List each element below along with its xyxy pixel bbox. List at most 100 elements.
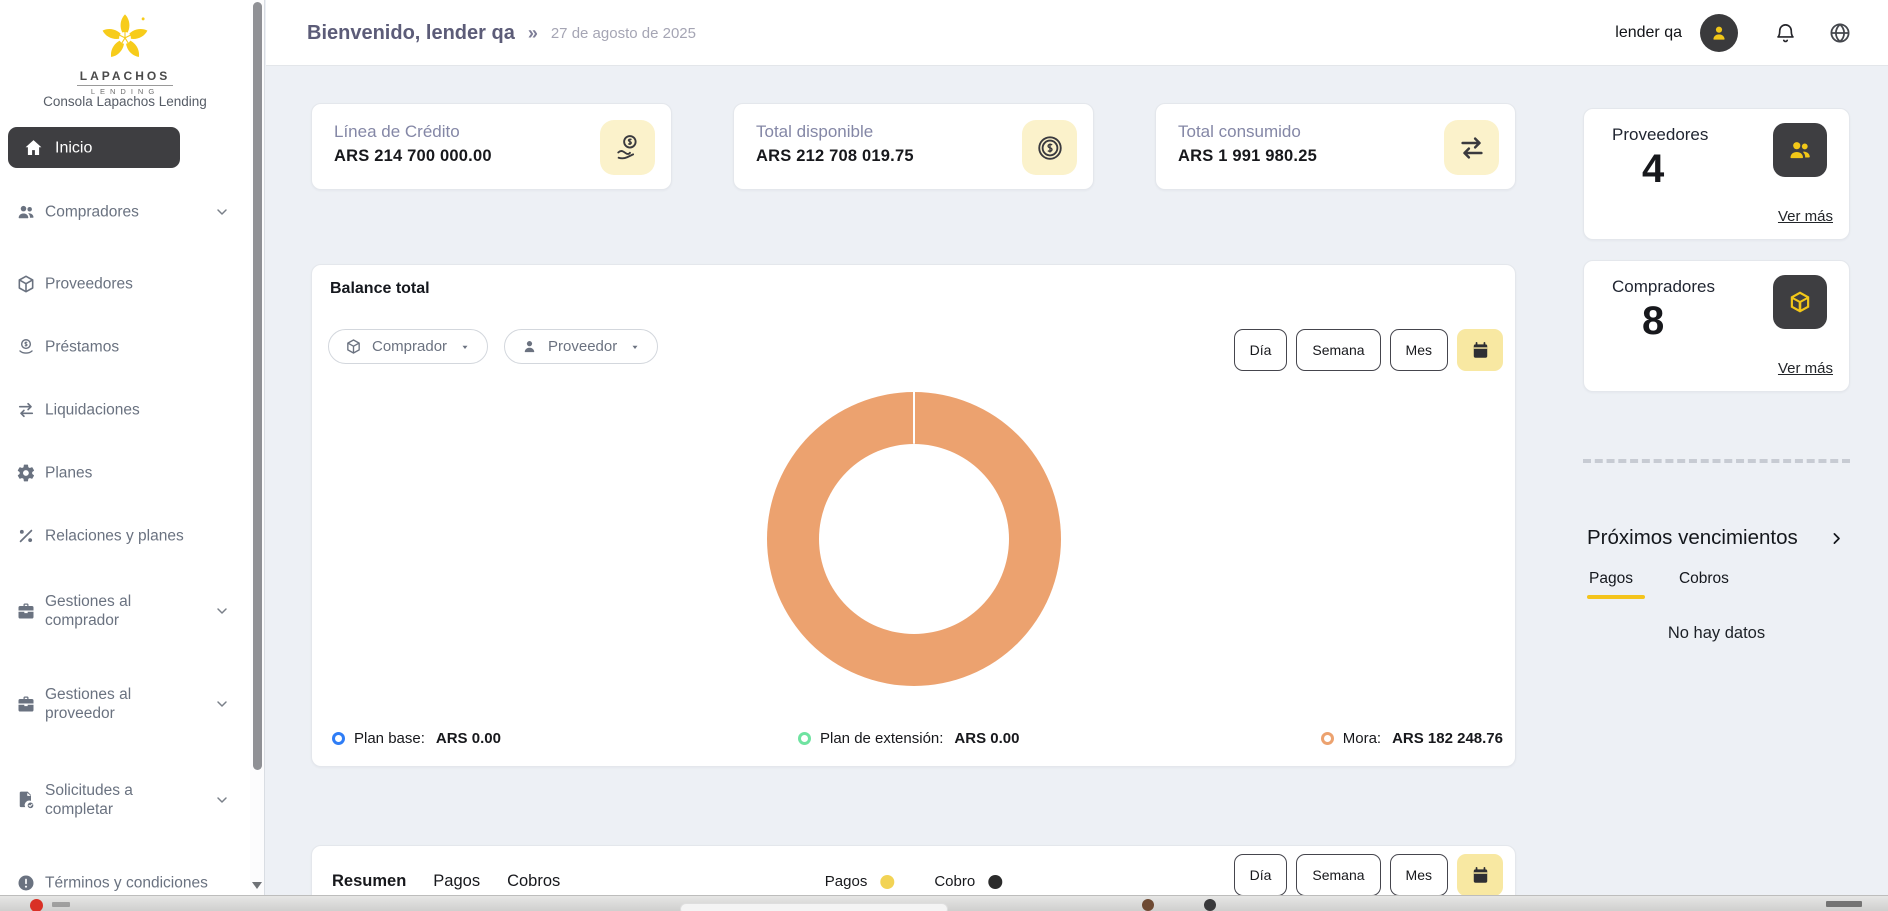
taskbar: [0, 895, 1888, 911]
scrollbar-thumb[interactable]: [253, 2, 262, 770]
tab-pagos[interactable]: Pagos: [433, 872, 481, 890]
sidebar-item-label: Préstamos: [45, 338, 120, 355]
balance-period-buttons: Día Semana Mes: [1233, 329, 1503, 371]
calendar-button[interactable]: [1457, 329, 1503, 371]
summary-period-buttons: Día Semana Mes: [1233, 854, 1503, 896]
legend-plan-base: Plan base: ARS 0.00: [332, 730, 501, 747]
sidebar-item-compradores[interactable]: Compradores: [8, 191, 238, 232]
period-button-2[interactable]: Mes: [1389, 854, 1448, 896]
stat-label: Total disponible: [756, 122, 874, 141]
legend-label-cobro: Cobro: [934, 873, 976, 890]
proximos-vencimientos-header[interactable]: Próximos vencimientos: [1587, 526, 1845, 550]
period-button-0[interactable]: Día: [1233, 329, 1288, 371]
period-button-1[interactable]: Semana: [1296, 854, 1381, 896]
tab-cobros-vencimientos[interactable]: Cobros: [1678, 570, 1729, 587]
user-name: lender qa: [1615, 24, 1682, 41]
sidebar-item-planes[interactable]: Planes: [8, 452, 238, 493]
stat-iconbox: [1022, 120, 1077, 175]
person-icon: [521, 338, 538, 355]
sidebar-item-label: Planes: [45, 464, 93, 481]
tab-resumen[interactable]: Resumen: [332, 872, 407, 890]
legend-dot-green: [798, 732, 811, 745]
stat-iconbox: [1444, 120, 1499, 175]
sidebar-item-label: Gestiones al comprador: [45, 593, 132, 629]
sidebar-item-label: Términos y condiciones: [45, 874, 208, 891]
users-icon: [1787, 137, 1813, 163]
chevron-right-icon: [1828, 530, 1845, 547]
globe-icon[interactable]: [1828, 21, 1852, 45]
coins-icon: [16, 337, 36, 357]
logo-wordmark: LAPACHOS: [79, 69, 171, 83]
coin-icon: [1035, 133, 1065, 163]
section-title: Próximos vencimientos: [1587, 526, 1798, 549]
proveedores-count: 4: [1642, 147, 1665, 191]
card-iconbox: [1773, 123, 1827, 177]
taskbar-app-icon[interactable]: [1142, 899, 1154, 911]
sidebar-item-label: Inicio: [55, 139, 93, 156]
stat-card-total-disponible: Total disponible ARS 212 708 019.75: [733, 103, 1094, 190]
calendar-button[interactable]: [1457, 854, 1503, 896]
chevron-down-icon: [214, 792, 230, 808]
sidebar-item-proveedores[interactable]: Proveedores: [8, 263, 238, 304]
tab-cobros[interactable]: Cobros: [507, 872, 561, 890]
legend-dot-black: [988, 874, 1003, 889]
cube-icon: [1787, 289, 1813, 315]
tab-pagos-vencimientos[interactable]: Pagos: [1589, 570, 1633, 587]
console-label: Consola Lapachos Lending: [43, 94, 207, 109]
taskbar-search-bar[interactable]: [680, 903, 948, 911]
legend-label: Plan base:: [354, 730, 425, 747]
sidebar-item-relaciones-y-planes[interactable]: Relaciones y planes: [8, 515, 238, 556]
summary-legend: Pagos Cobro: [825, 873, 1003, 890]
logo-subtitle: LENDING: [90, 87, 160, 96]
active-tab-underline: [1587, 595, 1645, 599]
taskbar-label-fragment: [52, 902, 70, 907]
taskbar-app-icon[interactable]: [30, 899, 43, 911]
users-icon: [16, 202, 36, 222]
chevron-down-icon: [214, 204, 230, 220]
logo: LAPACHOS LENDING: [0, 8, 250, 96]
sidebar-item-liquidaciones[interactable]: Liquidaciones: [8, 389, 238, 430]
sidebar-item-label: Compradores: [45, 203, 139, 220]
page-title: Bienvenido, lender qa: [307, 21, 515, 44]
ver-mas-link-proveedores[interactable]: Ver más: [1777, 208, 1833, 225]
taskbar-app-icon[interactable]: [1204, 899, 1216, 911]
card-label: Proveedores: [1612, 125, 1709, 144]
balance-title: Balance total: [330, 280, 430, 297]
home-icon: [23, 137, 44, 158]
filter-label: Proveedor: [548, 338, 618, 355]
stat-iconbox: [600, 120, 655, 175]
period-button-2[interactable]: Mes: [1389, 329, 1448, 371]
sidebar-item-prestamos[interactable]: Préstamos: [8, 326, 238, 367]
avatar[interactable]: [1700, 14, 1738, 52]
stat-value: ARS 1 991 980.25: [1178, 147, 1317, 165]
scrollbar-down-arrow[interactable]: [252, 882, 262, 889]
legend-label: Mora:: [1342, 730, 1382, 747]
comprador-filter-dropdown[interactable]: Comprador: [328, 329, 489, 364]
hand-coin-icon: [613, 133, 643, 163]
cube-icon: [16, 274, 36, 294]
sidebar-scrollbar[interactable]: [250, 0, 265, 895]
proveedor-filter-dropdown[interactable]: Proveedor: [504, 329, 659, 364]
legend-label: Plan de extensión:: [820, 730, 944, 747]
briefcase-icon: [16, 694, 36, 714]
card-iconbox: [1773, 275, 1827, 329]
sidebar-item-solicitudes-a-completar[interactable]: Solicitudes a completar: [8, 770, 238, 830]
proveedores-card: Proveedores 4 Ver más: [1583, 108, 1850, 240]
caret-down-icon: [459, 341, 471, 353]
sidebar-item-gestiones-al-comprador[interactable]: Gestiones al comprador: [8, 581, 238, 641]
main-content: Bienvenido, lender qa » 27 de agosto de …: [266, 0, 1888, 909]
bell-icon[interactable]: [1774, 22, 1797, 45]
filter-label: Comprador: [372, 338, 448, 355]
ver-mas-link-compradores[interactable]: Ver más: [1777, 360, 1833, 377]
sidebar-nav: Inicio Compradores Proveedores Préstamos Liq…: [0, 0, 250, 895]
period-button-0[interactable]: Día: [1233, 854, 1288, 896]
stat-card-linea-de-credito: Línea de Crédito ARS 214 700 000.00: [311, 103, 672, 190]
sidebar-item-label: Proveedores: [45, 275, 133, 292]
sidebar-item-inicio[interactable]: Inicio: [8, 127, 180, 168]
stat-value: ARS 212 708 019.75: [756, 147, 914, 165]
sidebar-item-gestiones-al-proveedor[interactable]: Gestiones al proveedor: [8, 674, 238, 734]
card-label: Compradores: [1612, 277, 1715, 296]
right-panel: Proveedores 4 Ver más Compradores 8 Ver …: [1583, 108, 1850, 708]
period-button-1[interactable]: Semana: [1296, 329, 1381, 371]
sidebar-item-terminos-y-condiciones[interactable]: Términos y condiciones: [8, 862, 238, 903]
